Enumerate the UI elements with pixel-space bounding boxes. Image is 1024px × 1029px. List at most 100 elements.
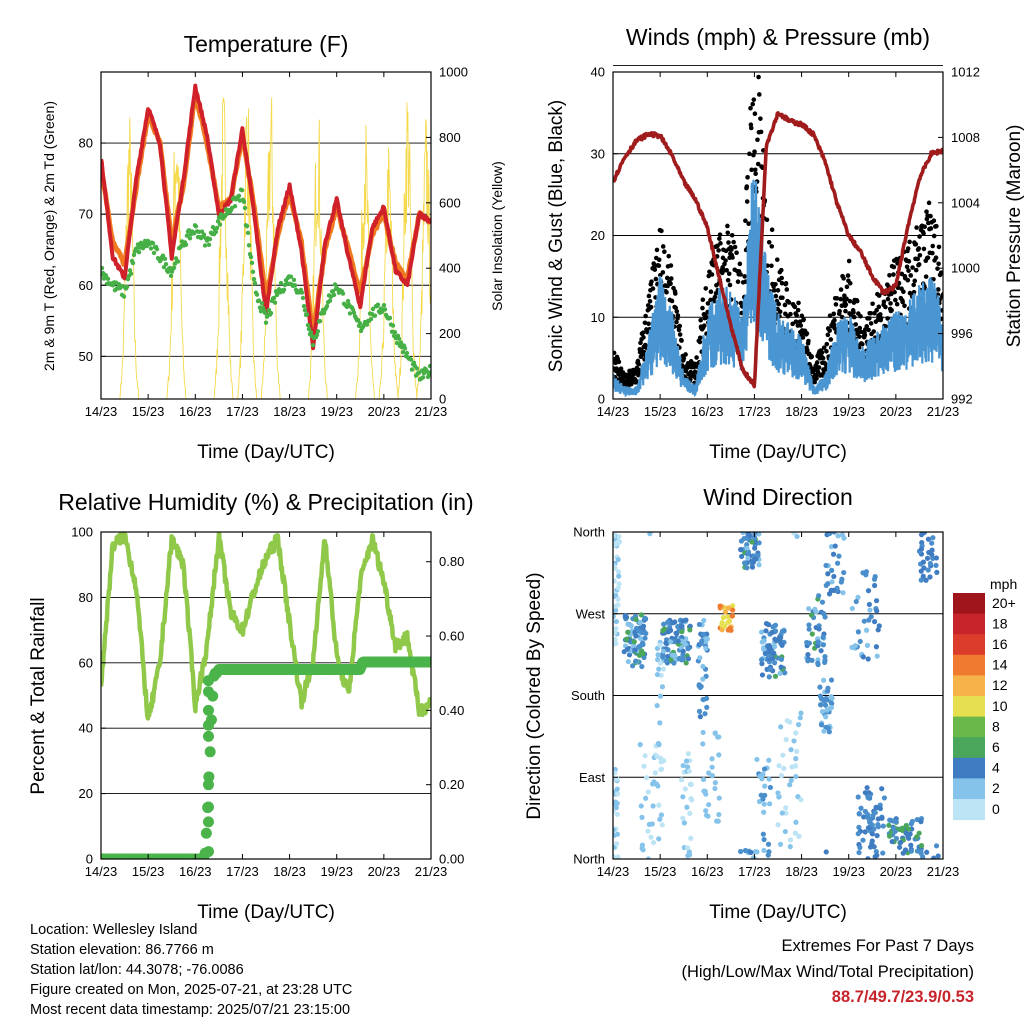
direction-point	[867, 607, 873, 613]
station-elevation: Station elevation: 86.7766 m	[30, 942, 214, 958]
y2-tick-label: 1000	[439, 65, 468, 80]
x-tick-label: 14/23	[597, 404, 630, 419]
direction-point	[749, 539, 755, 545]
dewpoint-point	[245, 230, 251, 236]
direction-point	[879, 815, 885, 821]
direction-point	[688, 835, 694, 841]
direction-point	[757, 773, 763, 779]
wind-speed-line	[613, 179, 943, 398]
humidity-left-ylabel: Percent & Total Rainfall	[28, 597, 49, 794]
legend-label: 20+	[992, 595, 1016, 611]
gust-point	[716, 248, 721, 253]
dewpoint-point	[355, 317, 361, 323]
x-tick-label: 16/23	[691, 864, 724, 879]
direction-point	[769, 629, 775, 636]
gust-point	[709, 272, 715, 277]
x-tick-label: 16/23	[179, 404, 212, 419]
legend-swatch	[953, 716, 985, 738]
gust-point	[647, 299, 653, 304]
direction-point	[698, 640, 704, 647]
direction-point	[716, 752, 722, 758]
direction-point	[658, 812, 665, 818]
direction-point	[663, 640, 669, 646]
precip-point	[202, 719, 214, 731]
gust-point	[883, 324, 889, 329]
direction-point	[829, 700, 835, 707]
direction-point	[855, 794, 861, 800]
gust-point	[752, 111, 758, 117]
gust-point	[654, 247, 660, 253]
direction-point	[776, 794, 782, 800]
direction-point	[855, 594, 861, 600]
direction-point	[748, 849, 754, 856]
gust-point	[729, 232, 735, 238]
dewpoint-point	[404, 350, 410, 356]
gust-point	[752, 149, 757, 154]
direction-point	[613, 607, 619, 613]
direction-point	[613, 533, 617, 539]
direction-point	[656, 802, 662, 808]
precip-point	[202, 801, 214, 813]
gust-point	[640, 330, 646, 335]
gust-point	[843, 302, 849, 307]
direction-point	[804, 639, 810, 646]
gust-point	[783, 281, 789, 286]
direction-point	[719, 627, 725, 633]
direction-point	[914, 816, 920, 823]
gust-point	[683, 352, 688, 357]
dewpoint-point	[304, 312, 310, 317]
gust-point	[697, 339, 703, 345]
humidity-gridlines	[101, 596, 431, 795]
dewpoint-point	[347, 311, 353, 316]
direction-point	[762, 783, 768, 789]
direction-point	[927, 574, 933, 580]
y2-tick-label: 0.00	[439, 852, 464, 867]
direction-point	[767, 646, 773, 653]
direction-point	[752, 545, 758, 551]
x-tick-label: 18/23	[785, 864, 818, 879]
direction-point	[886, 822, 892, 828]
gust-point	[801, 317, 806, 322]
dewpoint-point	[368, 316, 374, 322]
gust-point	[893, 297, 898, 303]
gust-point	[828, 337, 834, 342]
direction-point	[632, 647, 638, 653]
dewpoint-point	[300, 295, 306, 301]
wind-panel: Winds (mph) & Pressure (mb) Sonic Wind &…	[546, 24, 1024, 463]
gust-point	[894, 301, 900, 307]
direction-point	[761, 836, 767, 843]
dewpoint-point	[175, 259, 181, 264]
x-tick-label: 20/23	[880, 404, 913, 419]
gust-point	[642, 320, 648, 326]
gust-point	[936, 244, 942, 250]
y2-tick-label: 1008	[951, 130, 980, 145]
gust-point	[824, 348, 829, 354]
dewpoint-point	[324, 304, 330, 309]
direction-point	[684, 845, 691, 851]
direction-point	[908, 848, 914, 854]
direction-point	[646, 821, 652, 827]
legend-label: 2	[992, 780, 1000, 796]
dewpoint-point	[217, 222, 223, 227]
direction-point	[767, 666, 773, 672]
direction-point	[880, 850, 886, 856]
direction-point	[771, 660, 778, 666]
dewpoint-point	[124, 284, 130, 290]
gust-point	[845, 273, 851, 278]
direction-point	[639, 648, 645, 654]
direction-point	[625, 621, 631, 627]
x-tick-label: 20/23	[368, 864, 401, 879]
dewpoint-point	[105, 276, 111, 282]
precip-point	[202, 846, 214, 858]
gust-point	[650, 286, 656, 291]
gust-point	[757, 92, 762, 97]
direction-point	[827, 705, 833, 711]
gust-point	[666, 253, 672, 259]
gust-point	[935, 266, 940, 271]
x-tick-label: 15/23	[132, 404, 165, 419]
x-tick-label: 21/23	[415, 864, 448, 879]
direction-point	[640, 847, 646, 853]
direction-point	[755, 552, 761, 559]
temperature-frame	[100, 71, 432, 400]
direction-point	[826, 591, 833, 597]
